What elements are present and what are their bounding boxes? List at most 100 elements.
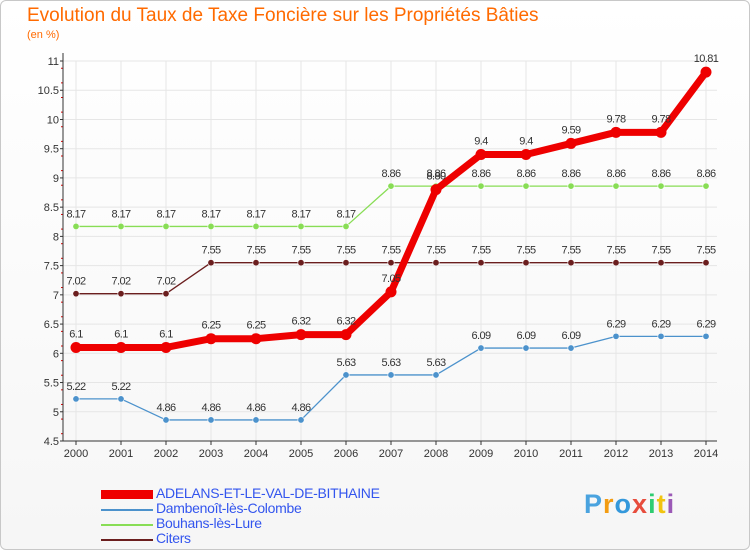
data-label: 8.86 [516,168,535,180]
data-label: 9.78 [651,113,670,125]
series-point [475,149,487,161]
data-label: 8.86 [426,168,445,180]
data-label: 5.63 [426,357,445,369]
series-point [612,182,620,190]
series-point [342,222,350,230]
data-label: 8.17 [246,208,265,220]
x-tick-label: 2005 [289,448,313,460]
series-point [657,259,665,267]
series-point [387,182,395,190]
data-label: 7.55 [516,245,535,257]
data-label: 8.17 [111,208,130,220]
y-tick-label: 5 [53,407,59,419]
data-label: 8.17 [156,208,175,220]
series-point [115,341,127,353]
legend-swatch [101,490,153,499]
data-label: 7.55 [381,245,400,257]
series-point [520,149,532,161]
series-point [612,332,620,340]
data-label: 9.78 [606,113,625,125]
y-tick-label: 7 [53,290,59,302]
series-point [117,395,125,403]
data-label: 9.59 [561,124,580,136]
series-point [117,222,125,230]
data-label: 8.17 [291,208,310,220]
x-tick-label: 2006 [334,448,358,460]
series-point [162,416,170,424]
series-point [205,333,217,345]
y-tick-label: 6 [53,348,59,360]
axes: 4.5 5 5.5 6 6.5 7 7.5 8 8.5 9 9.5 10 10.5 11 2000 2001 2… [38,53,718,460]
data-label: 7.55 [561,245,580,257]
series-point [567,344,575,352]
data-label: 8.86 [561,168,580,180]
x-tick-label: 2001 [109,448,133,460]
data-label: 7.55 [426,245,445,257]
data-label: 5.22 [66,381,85,393]
data-label: 8.17 [66,208,85,220]
data-label: 7.55 [606,245,625,257]
data-label: 7.55 [336,245,355,257]
legend: ADELANS-ET-LE-VAL-DE-BITHAINE Dambenoît-l… [101,485,501,547]
data-label: 4.86 [291,402,310,414]
data-label: 8.86 [651,168,670,180]
series-point [522,259,530,267]
data-label: 10.81 [694,53,719,65]
legend-item: Citers [101,530,501,547]
y-tick-label: 5.5 [44,378,59,390]
x-tick-label: 2014 [694,448,718,460]
data-label: 8.17 [201,208,220,220]
proxiti-logo: Proxiti [584,489,676,519]
series-point [250,333,262,345]
series-point [702,182,710,190]
series-point [342,371,350,379]
series-lines [70,66,712,424]
data-label: 7.55 [246,245,265,257]
x-tick-label: 2002 [154,448,178,460]
data-label: 7.02 [156,276,175,288]
data-labels: 6.1 6.1 6.1 6.25 6.25 6.32 6.32 7.05 8.80 9.4 9.4 9… [66,53,719,414]
series-point [657,332,665,340]
data-label: 6.25 [246,320,265,332]
series-point [430,184,442,196]
series-point [252,416,260,424]
data-label: 6.1 [114,328,128,340]
series-point [432,259,440,267]
y-tick-label: 8.5 [44,202,59,214]
data-label: 6.25 [201,320,220,332]
grid-lines [63,60,717,442]
series-point [297,416,305,424]
data-label: 8.80 [426,171,445,183]
x-tick-label: 2003 [199,448,223,460]
series-point [522,344,530,352]
x-tick-label: 2007 [379,448,403,460]
series-point [207,222,215,230]
series-point [252,259,260,267]
x-tick-label: 2008 [424,448,448,460]
data-label: 7.55 [291,245,310,257]
series-point [162,222,170,230]
series-point [70,341,82,353]
x-tick-label: 2004 [244,448,268,460]
x-tick-label: 2012 [604,448,628,460]
legend-label: Dambenoît-lès-Colombe [156,500,302,516]
series-point [385,286,397,298]
data-label: 4.86 [201,402,220,414]
series-point [432,371,440,379]
data-label: 6.32 [336,316,355,328]
series-point [252,222,260,230]
legend-label: Bouhans-lès-Lure [156,515,262,531]
series-point [477,182,485,190]
data-label: 4.86 [156,402,175,414]
legend-item: Dambenoît-lès-Colombe [101,500,501,517]
series-point [657,182,665,190]
legend-swatch [101,539,153,541]
y-tick-label: 9.5 [44,144,59,156]
series-point [477,259,485,267]
data-label: 7.05 [381,273,400,285]
series-point [387,371,395,379]
data-label: 6.29 [606,318,625,330]
series-point [567,259,575,267]
